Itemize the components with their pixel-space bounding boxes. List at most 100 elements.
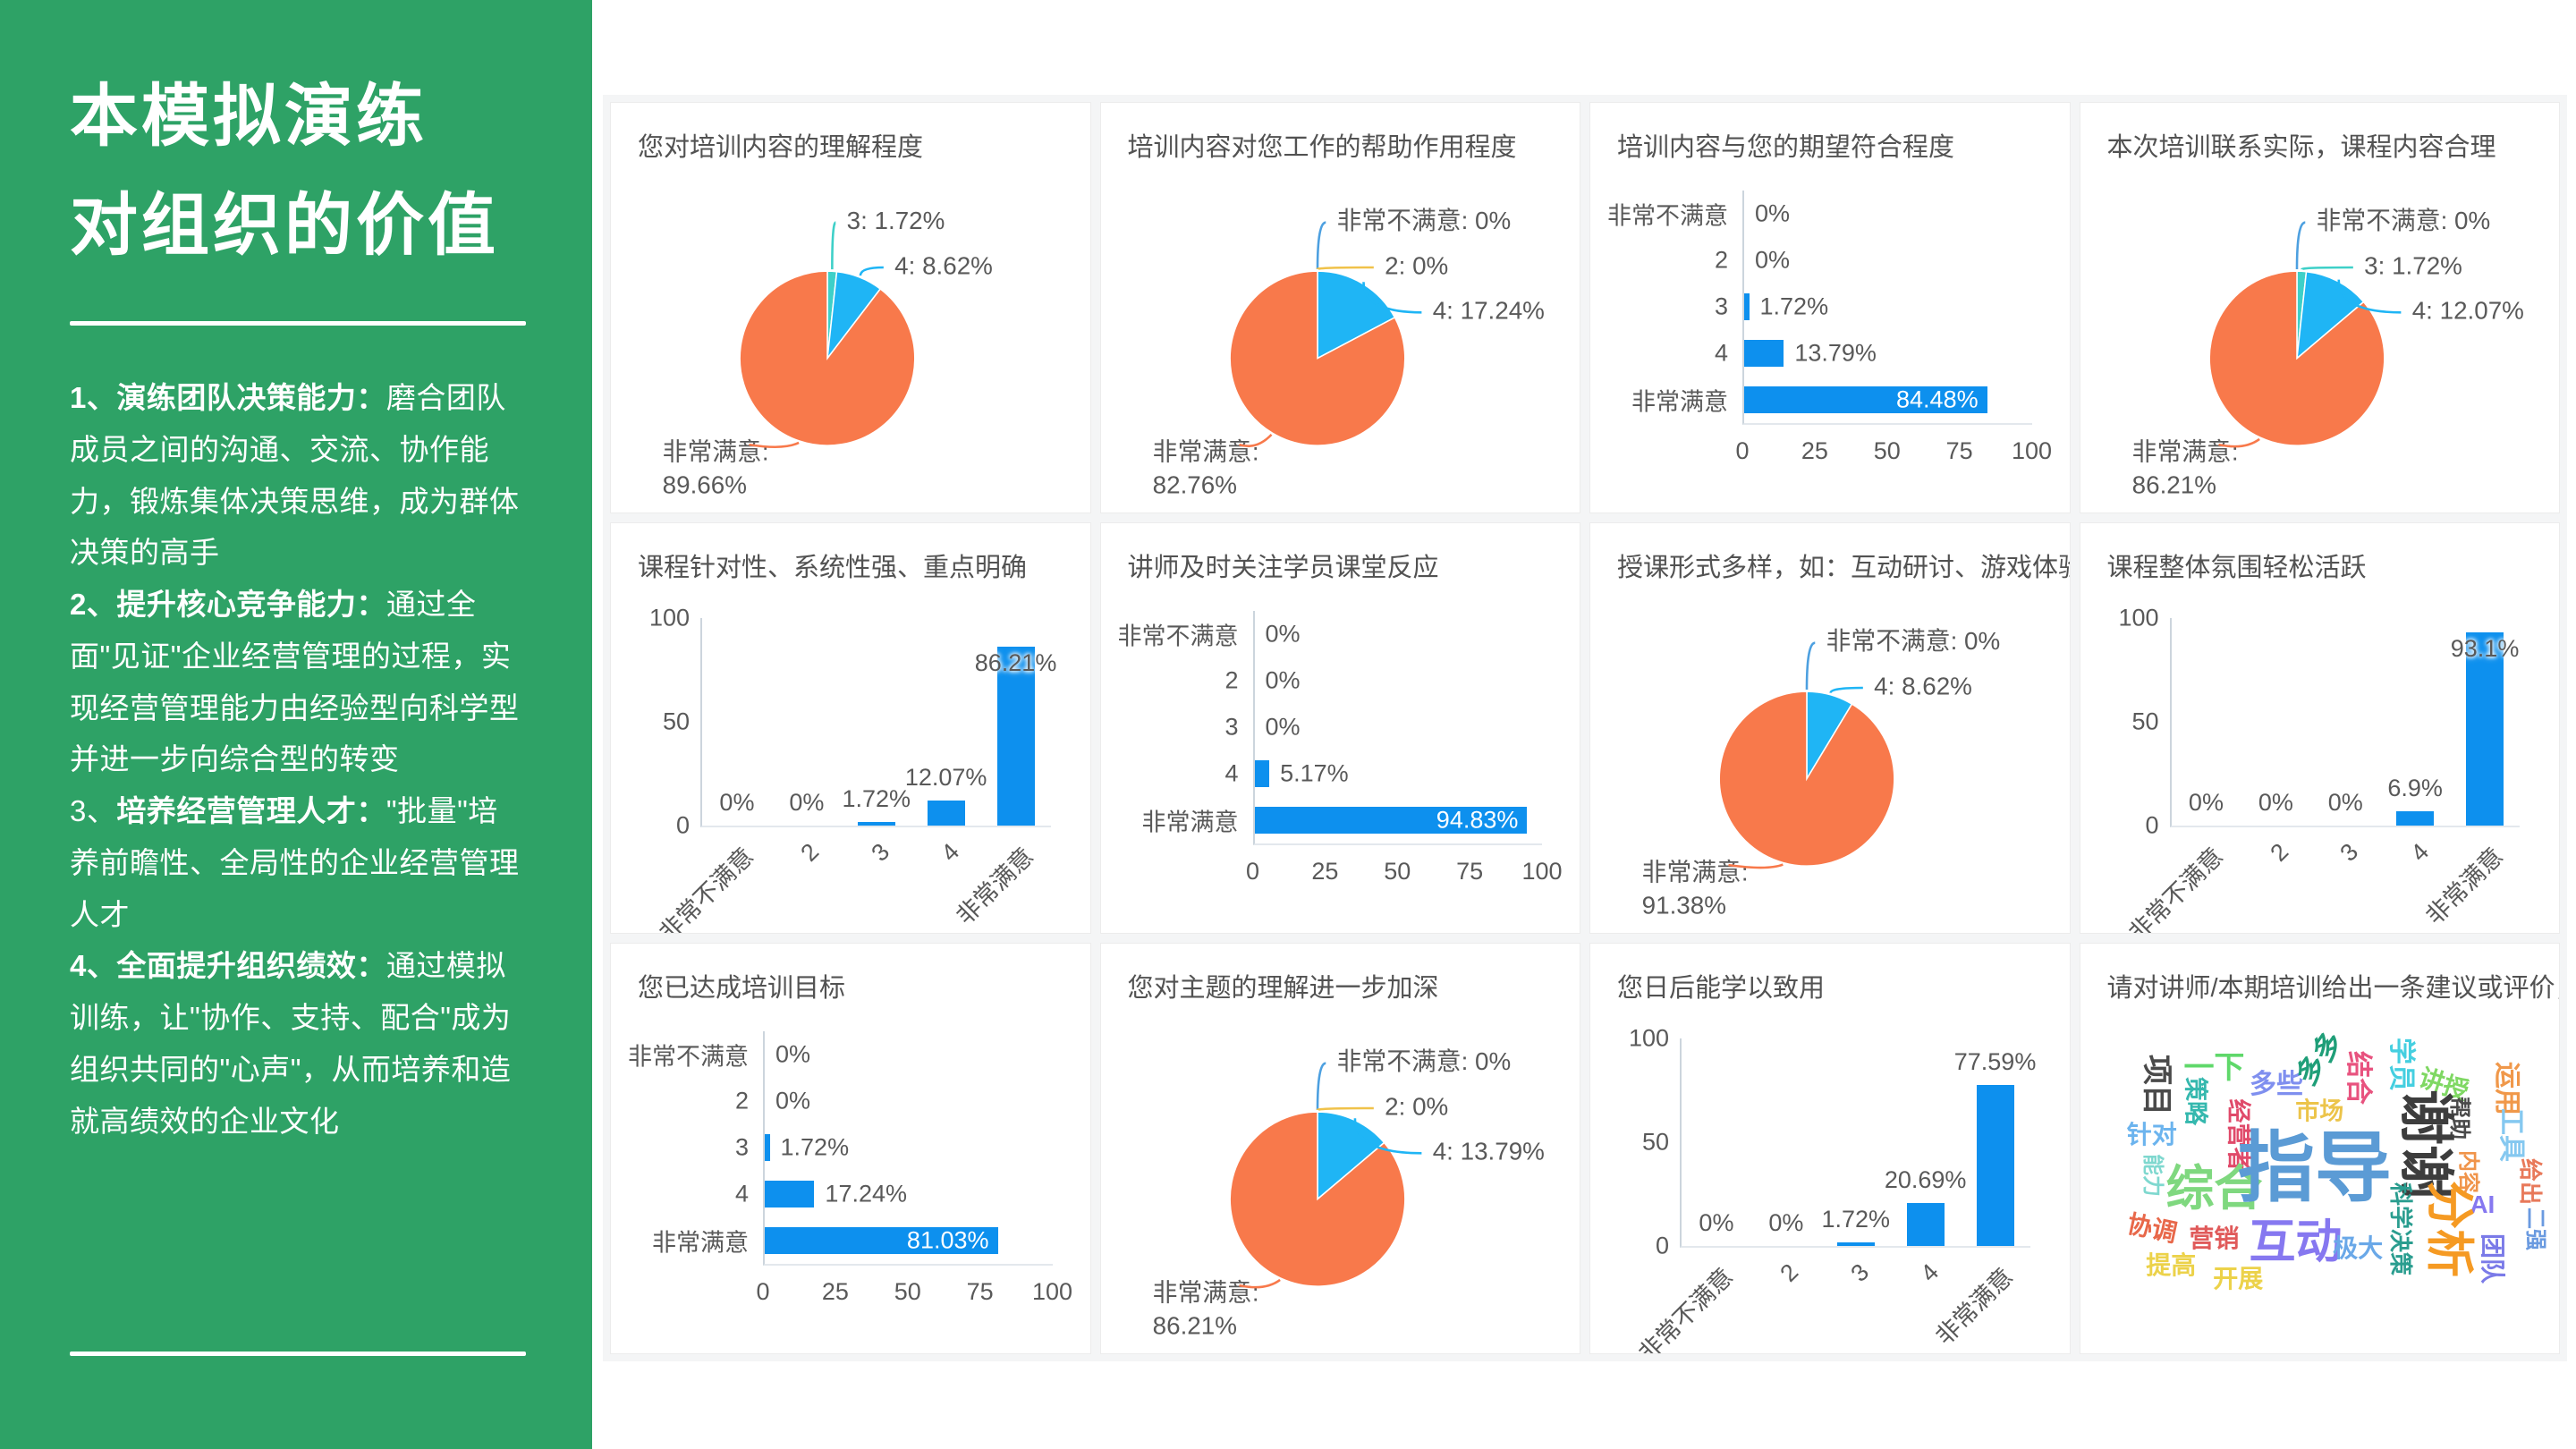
hbar-plot: 非常不满意 0% 2 0% 3 0% 4 5.17% 非常满意 94.83% [1118,611,1543,845]
bar [857,822,895,826]
bar-value-label: 1.72% [842,785,911,813]
sidebar-title-line-1: 本模拟演练 [70,79,428,155]
cloud-word: 学员 [2386,1038,2417,1092]
hbar-row: 非常不满意 0% [628,1031,1053,1078]
cloud-word: 给出 [2516,1158,2544,1206]
leader-line [2300,266,2353,271]
cloud-word: 运用 [2492,1061,2522,1115]
y-tick: 0 [1655,1232,1669,1259]
point-number: 1、 [70,381,117,415]
vbar-plot: 100 50 0 0% 0% 1.72% 20.69% 77.59% [1629,1025,2036,1259]
hbar-category: 3 [1224,713,1239,741]
chart-title: 本次培训联系实际，课程内容合理 [2106,133,2496,162]
leader-line [1316,1106,1374,1112]
cloud-word: 综合 [2165,1161,2263,1216]
chart-title: 您对培训内容的理解程度 [638,133,924,162]
x-label: 4 [1915,1258,1945,1287]
hbar-category: 2 [1224,666,1239,694]
leader-line [2336,279,2401,314]
bar [927,801,965,826]
y-tick: 50 [662,708,690,735]
vbar-chart: 100 50 0 0% 0% 1.72% 12.07% 86.21% 非常不满意 2 3 4 非常满意 [611,584,1090,934]
bar [1744,340,1784,367]
bar [1906,1203,1945,1246]
pie-chart: 3: 1.72% 4: 8.62% 非常满意: 89.66% [663,207,993,499]
bar-value-label: 12.07% [904,764,987,791]
pie-label: 82.76% [1152,471,1236,499]
bar-value-label: 13.79% [1794,339,1877,367]
bar-value-label: 0% [789,789,825,816]
vbar-plot: 100 50 0 0% 0% 0% 6.9% 93.1% [2118,605,2520,839]
chart-title: 请对讲师/本期培训给出一条建议或评价，谢谢 [2106,974,2560,1003]
cloud-word: 项目 [2140,1054,2174,1115]
chart-card-7: 授课形式多样，如：互动研讨、游戏体验、角色扮演非常不满意: 0% 4: 8.62%… [1589,522,2071,934]
bar-value-label: 1.72% [780,1133,850,1161]
x-axis-labels: 非常不满意 2 3 4 非常满意 [1634,1248,2030,1353]
bar-value-label: 20.69% [1884,1166,1967,1193]
chart-card-3: 培训内容与您的期望符合程度 非常不满意 0% 2 0% 3 1.72% 4 13.79% 非常满意… [1589,102,2071,513]
chart-title: 您对主题的理解进一步加深 [1127,974,1439,1003]
hbar-row: 2 0% [1715,237,2032,284]
bar-value-label: 0% [1755,199,1791,227]
vbar-chart: 100 50 0 0% 0% 1.72% 20.69% 77.59% 非常不满意 2 3 4 非常满意 [1590,1004,2070,1354]
cloud-word: 团队 [2479,1233,2507,1284]
sidebar: 本模拟演练 对组织的价值 1、演练团队决策能力：磨合团队成员之间的沟通、交流、协作… [0,0,592,1449]
cloud-word: 营销 [2189,1224,2240,1252]
x-axis-labels: 非常不满意 2 3 4 非常满意 [655,827,1051,933]
chart-card-10: 您对主题的理解进一步加深非常不满意: 0% 2: 0% 4: 13.79% 非常满意:… [1099,943,1580,1354]
x-label: 非常不满意 [2123,842,2228,934]
pie-slice-非常满意 [1228,270,1406,446]
sidebar-divider-top [70,321,526,326]
hbar-category: 4 [1224,759,1239,787]
pie-label: 86.21% [1152,1312,1236,1340]
bar-value-label: 0% [1755,246,1791,274]
hbar-row: 非常满意 84.48% [1631,377,2032,423]
chart-title: 课程整体氛围轻松活跃 [2106,554,2367,582]
sidebar-title: 本模拟演练对组织的价值 [70,63,526,280]
pie-chart: 非常不满意: 0% 2: 0% 4: 13.79% 非常满意: 86.21% [1152,1047,1544,1340]
y-tick: 100 [1628,1024,1669,1052]
hbar-category: 4 [734,1180,749,1208]
point-text: "批量"培养前瞻性、全局性的企业经营管理人才 [70,794,520,931]
point-text: 磨合团队成员之间的沟通、交流、协作能力，锻炼集体决策思维，成为群体决策的高手 [70,381,520,570]
x-tick: 50 [1384,858,1411,885]
hbar-chart: 非常不满意 0% 2 0% 3 0% 4 5.17% 非常满意 94.83% 0 25 50 75 100 [1101,584,1580,894]
chart-title: 授课形式多样，如：互动研讨、游戏体验、角色扮演 [1617,554,2070,582]
cloud-word: 指导 [2237,1125,2392,1212]
pie-label: 4: 8.62% [1874,672,1972,699]
x-axis-ticks: 0 25 50 75 100 [1735,432,2052,473]
chart-title: 您已达成培训目标 [638,974,846,1003]
bar-value-label: 0% [1265,713,1301,741]
pie-label: 非常不满意: 0% [1826,627,2001,655]
hbar-plot: 非常不满意 0% 2 0% 3 1.72% 4 13.79% 非常满意 84.48% [1607,191,2032,425]
x-axis-ticks: 0 25 50 75 100 [756,1273,1072,1314]
x-axis-labels: 非常不满意 2 3 4 非常满意 [2123,827,2521,933]
charts-grid: 您对培训内容的理解程度 3: 1.72% 4: 8.62% 非常满意: 89.66% 培训… [610,102,2560,1354]
hbar-row: 非常满意 94.83% [1142,797,1543,843]
chart-card-12: 请对讲师/本期培训给出一条建议或评价，谢谢项目一下策略多些多多结合学员讲授运用市… [2079,943,2560,1354]
pie-label: 4: 12.07% [2411,297,2523,325]
sidebar-point: 2、提升核心竞争能力：通过全面"见证"企业经营管理的过程，实现经营管理能力由经验… [70,579,526,785]
bar [1976,1085,2014,1246]
bar-value-label: 0% [2327,789,2363,816]
cloud-word: 市场 [2295,1097,2344,1125]
sidebar-title-line-2: 对组织的价值 [70,187,499,264]
bar [1254,807,1528,834]
chart-title: 培训内容与您的期望符合程度 [1617,133,1955,162]
x-label: 3 [2334,838,2364,867]
x-label: 非常满意 [2420,842,2509,930]
chart-card-1: 您对培训内容的理解程度 3: 1.72% 4: 8.62% 非常满意: 89.66% [610,102,1091,513]
bar-value-label: 93.1% [2450,635,2520,663]
leader-line [1353,1118,1421,1155]
hbar-category: 3 [1714,292,1728,320]
hbar-category: 非常不满意 [1607,202,1728,230]
leader-line [2295,221,2306,270]
bar-value-label: 1.72% [1821,1206,1891,1233]
chart-card-8: 课程整体氛围轻松活跃 100 50 0 0% 0% 0% 6.9% 93.1% 非常不满意 2 3 4 非… [2079,522,2560,934]
bar-value-label: 0% [775,1040,811,1068]
point-text: 通过模拟训练，让"协作、支持、配合"成为组织共同的"心声"，从而培养和造就高绩效… [70,949,512,1138]
bar-value-label: 0% [775,1087,811,1114]
pie-label: 89.66% [663,471,747,499]
cloud-word: 结合 [2343,1051,2374,1106]
x-label: 非常不满意 [1633,1262,1739,1354]
